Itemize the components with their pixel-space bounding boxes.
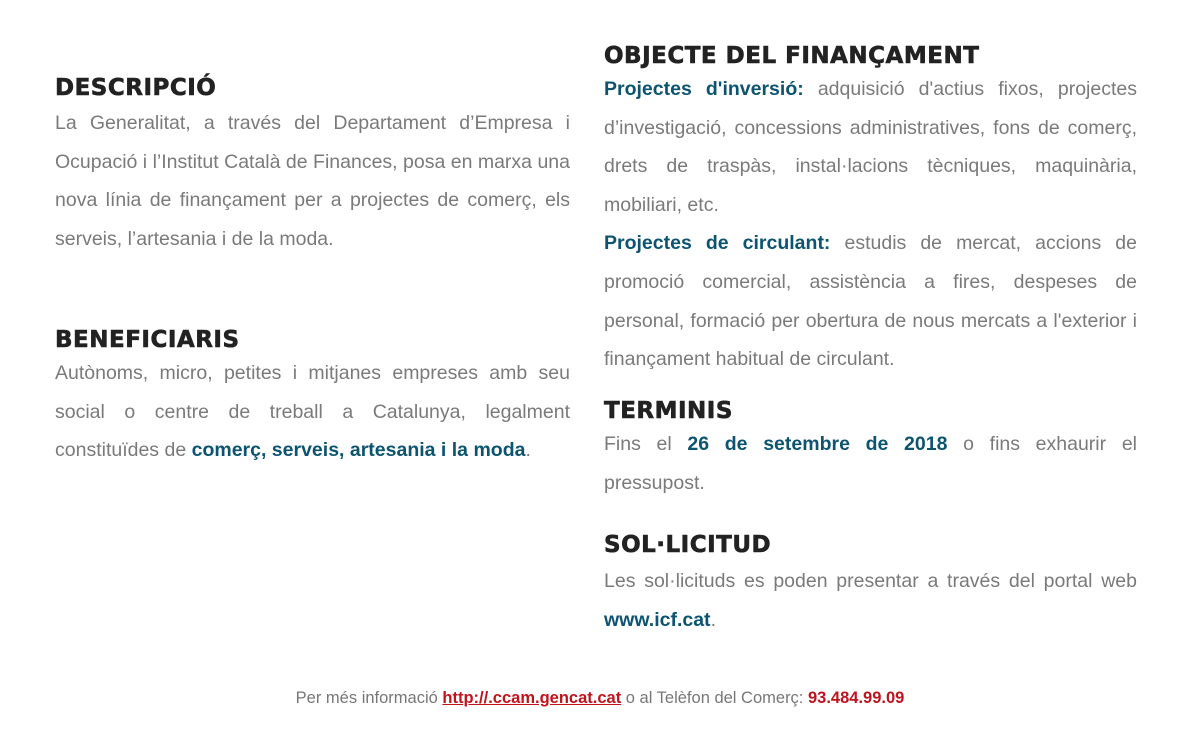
terminis-date: 26 de setembre de 2018 <box>687 433 948 455</box>
sollicitud-pre: Les sol·licituds es poden presentar a tr… <box>604 570 1137 592</box>
objecte-circulant: Projectes de circulant: estudis de merca… <box>604 224 1137 378</box>
section-sollicitud: SOL·LICITUD Les sol·licituds es poden pr… <box>604 531 1137 639</box>
heading-objecte: OBJECTE DEL FINANÇAMENT <box>604 43 980 70</box>
beneficiaris-sectors: comerç, serveis, artesania i la moda <box>191 439 526 462</box>
heading-beneficiaris: BENEFICIARIS <box>55 327 240 354</box>
heading-sollicitud: SOL·LICITUD <box>604 532 772 559</box>
section-terminis: TERMINIS Fins el 26 de setembre de 2018 … <box>604 397 1137 502</box>
descripcio-text: La Generalitat, a través del Departament… <box>55 112 570 250</box>
section-objecte: OBJECTE DEL FINANÇAMENT Projectes d'inve… <box>604 42 1137 379</box>
sollicitud-post: . <box>710 608 716 631</box>
sollicitud-text: Les sol·licituds es poden presentar a tr… <box>604 562 1137 639</box>
ccam-link[interactable]: http://.ccam.gencat.cat <box>442 689 622 707</box>
footer-mid: o al Telèfon del Comerç: <box>621 689 808 707</box>
footer: Per més informació http://.ccam.gencat.c… <box>0 689 1200 708</box>
objecte-inversio: Projectes d'inversió: adquisició d'actiu… <box>604 70 1137 224</box>
phone-number: 93.484.99.09 <box>807 689 905 707</box>
section-beneficiaris: BENEFICIARIS Autònoms, micro, petites i … <box>55 326 570 470</box>
terminis-pre: Fins el <box>604 433 688 455</box>
footer-pre: Per més informació <box>295 689 443 707</box>
heading-descripcio: DESCRIPCIÓ <box>55 75 217 102</box>
heading-terminis: TERMINIS <box>604 398 733 425</box>
terminis-post: o fins exhaurir el pressupost. <box>604 433 1137 494</box>
section-descripcio: DESCRIPCIÓ La Generalitat, a través del … <box>55 74 570 258</box>
beneficiaris-end: . <box>525 439 531 462</box>
circulant-label: Projectes de circulant: <box>604 232 831 255</box>
beneficiaris-body: Autònoms, micro, petites i mitjanes empr… <box>55 362 570 462</box>
icf-link[interactable]: www.icf.cat <box>604 608 711 631</box>
inversio-text: adquisició d'actius fixos, projectes d’i… <box>604 78 1137 216</box>
inversio-label: Projectes d'inversió: <box>604 78 804 100</box>
beneficiaris-text: Autònoms, micro, petites i mitjanes empr… <box>55 354 570 470</box>
circulant-text: estudis de mercat, accions de promoció c… <box>604 232 1137 371</box>
terminis-text: Fins el 26 de setembre de 2018 o fins ex… <box>604 425 1137 502</box>
